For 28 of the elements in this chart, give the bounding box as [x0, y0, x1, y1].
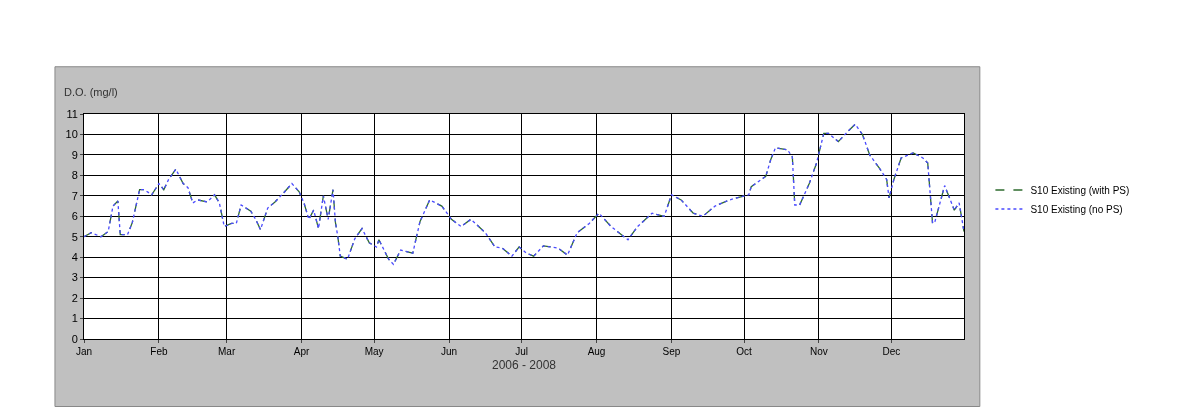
y-tick-label: 0	[71, 332, 78, 345]
x-tick-label: Jul	[515, 346, 528, 357]
y-tick-label: 11	[66, 107, 78, 120]
x-tick-label: May	[364, 346, 384, 357]
y-tick-label: 10	[65, 128, 78, 141]
y-tick-label: 8	[71, 169, 78, 182]
x-tick-label: Apr	[293, 346, 311, 357]
legend-label: S10 Existing (no PS)	[1030, 203, 1123, 215]
y-tick-label: 6	[71, 210, 78, 223]
y-tick-label: 7	[71, 189, 78, 202]
x-axis-title: 2006 - 2008	[491, 357, 557, 372]
y-axis-title: D.O. (mg/l)	[64, 86, 118, 98]
x-tick-label: Jan	[75, 346, 93, 357]
legend-label: S10 Existing (with PS)	[1030, 184, 1130, 196]
y-tick-label: 1	[71, 312, 78, 325]
y-tick-label: 9	[71, 148, 78, 161]
y-tick-label: 4	[71, 251, 78, 264]
y-tick-label: 2	[71, 291, 78, 304]
x-tick-label: Sep	[662, 346, 681, 357]
x-tick-label: Oct	[736, 346, 752, 357]
x-tick-label: Mar	[218, 346, 236, 357]
y-tick-label: 3	[71, 271, 78, 284]
x-tick-label: Dec	[882, 346, 901, 357]
y-tick-label: 5	[71, 230, 78, 243]
x-tick-label: Nov	[810, 346, 828, 357]
x-tick-label: Aug	[587, 346, 606, 357]
x-tick-label: Jun	[440, 346, 458, 357]
x-tick-label: Feb	[150, 346, 168, 357]
